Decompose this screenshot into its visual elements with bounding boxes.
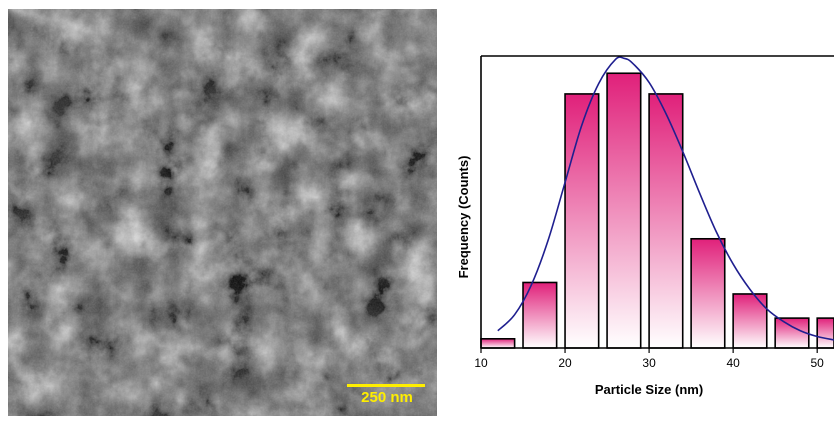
sem-micrograph: 250 nm xyxy=(8,9,437,416)
gaussian-fit-curve xyxy=(497,56,834,341)
fit-curve-layer xyxy=(497,56,834,341)
axes-layer xyxy=(480,55,834,349)
particle-size-histogram: 10 20 30 40 50 Particle Size (nm) Frequency … xyxy=(448,40,834,416)
histogram-bar xyxy=(732,293,768,349)
sem-micrograph-texture xyxy=(8,9,437,416)
histogram-bar xyxy=(816,317,834,349)
histogram-bar xyxy=(774,317,810,349)
x-ticks-layer: 10 20 30 40 50 xyxy=(474,348,824,370)
histogram-bar xyxy=(480,338,516,349)
x-tick-label: 40 xyxy=(726,356,740,370)
x-axis-label: Particle Size (nm) xyxy=(595,382,703,397)
scale-bar-label: 250 nm xyxy=(361,389,413,406)
x-tick-label: 50 xyxy=(811,356,825,370)
histogram-svg: 10 20 30 40 50 Particle Size (nm) Frequency … xyxy=(456,55,834,397)
x-tick-label: 10 xyxy=(474,356,488,370)
scale-bar xyxy=(347,384,425,387)
histogram-bar xyxy=(648,93,684,349)
x-tick-label: 30 xyxy=(642,356,656,370)
histogram-bar xyxy=(690,237,726,349)
y-axis-label: Frequency (Counts) xyxy=(456,156,471,279)
bars-layer xyxy=(480,72,834,349)
x-tick-label: 20 xyxy=(558,356,572,370)
histogram-bar xyxy=(564,93,600,349)
histogram-bar xyxy=(606,72,642,349)
